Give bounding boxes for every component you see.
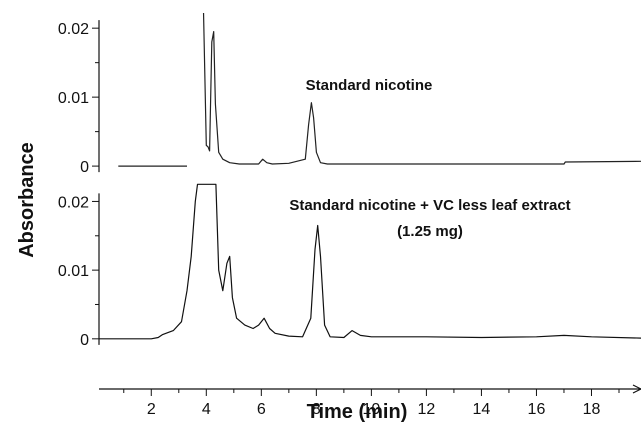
y-axis-title: Absorbance <box>16 142 38 258</box>
axes-layer <box>92 20 641 396</box>
bottom-y-tick-label: 0.01 <box>58 263 89 280</box>
x-tick-label: 6 <box>257 401 266 418</box>
bottom-annotation: Standard nicotine + VC less leaf extract <box>289 197 570 214</box>
top-y-tick-label: 0.02 <box>58 21 89 38</box>
x-tick-label: 2 <box>147 401 156 418</box>
x-axis-arrow <box>632 384 641 394</box>
x-tick-label: 18 <box>583 401 601 418</box>
labels-layer: 2 4 6 8 10 12 14 16 18 0 0.01 0.02 Standard nicotine… <box>58 21 601 418</box>
x-tick-label: 8 <box>312 401 321 418</box>
x-tick-label: 12 <box>418 401 436 418</box>
bottom-y-tick-label: 0 <box>80 332 89 349</box>
x-axis-title: Time (min) <box>307 401 408 423</box>
x-tick-label: 4 <box>202 401 211 418</box>
top-y-tick-label: 0 <box>80 159 89 176</box>
bottom-y-tick-label: 0.02 <box>58 194 89 211</box>
bottom-annotation: (1.25 mg) <box>397 223 463 240</box>
top-y-tick-label: 0.01 <box>58 90 89 107</box>
x-tick-label: 14 <box>473 401 491 418</box>
x-tick-label: 16 <box>528 401 546 418</box>
traces-layer <box>99 13 641 340</box>
top-annotation: Standard nicotine <box>306 77 433 94</box>
top-trace-segment <box>202 13 641 165</box>
x-tick-label: 10 <box>362 401 380 418</box>
bottom-trace-segment <box>99 183 641 340</box>
